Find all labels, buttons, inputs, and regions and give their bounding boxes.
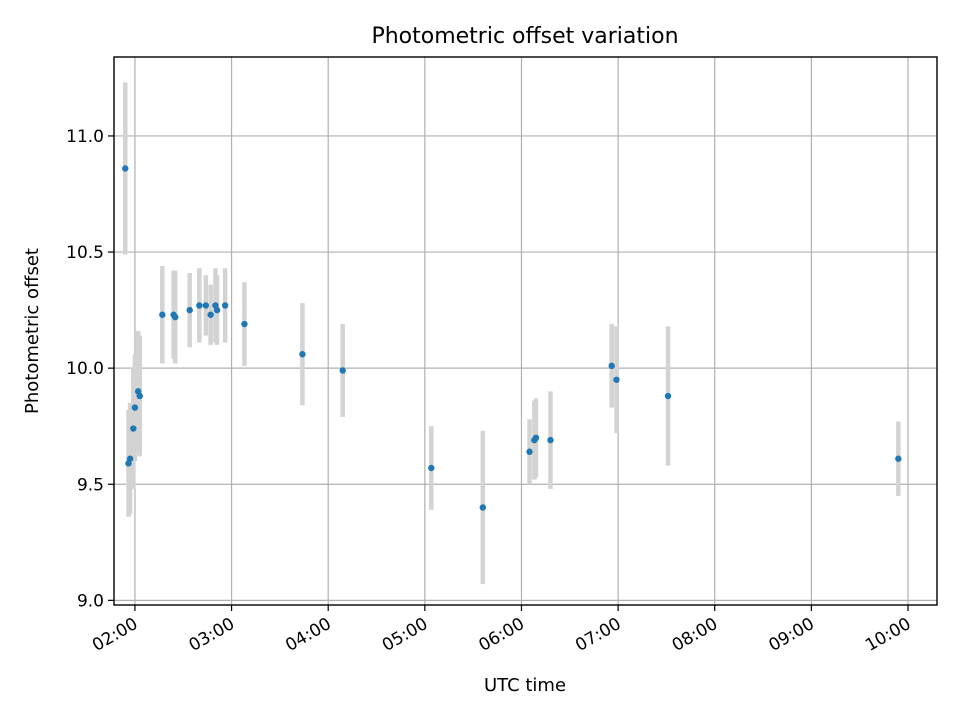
y-axis-ticks: 9.0 9.5 10.0 10.5 11.0 (66, 127, 114, 611)
y-tick-label: 9.0 (77, 591, 104, 611)
data-point (532, 434, 540, 442)
data-point (526, 448, 533, 455)
data-point (428, 464, 435, 472)
data-points (122, 165, 902, 511)
data-point (122, 165, 129, 172)
data-point (196, 302, 203, 309)
data-point (895, 455, 902, 462)
data-point (186, 306, 193, 314)
data-point (131, 404, 139, 411)
data-point (547, 436, 554, 444)
data-point (608, 362, 615, 370)
data-point (126, 455, 134, 462)
data-point (479, 504, 487, 511)
data-point (241, 320, 248, 328)
data-point (136, 392, 143, 400)
data-point (172, 313, 179, 321)
data-point (299, 351, 306, 358)
chart-title: Photometric offset variation (371, 24, 678, 49)
y-axis-label: Photometric offset (22, 248, 43, 414)
data-point (159, 311, 166, 318)
data-point (207, 311, 214, 318)
data-point (221, 302, 229, 309)
data-point (202, 302, 210, 309)
x-axis-label: UTC time (484, 675, 566, 696)
data-point (130, 425, 137, 432)
plot-frame (113, 56, 938, 606)
y-tick-label: 11.0 (66, 127, 104, 147)
data-point (613, 376, 620, 383)
data-point (664, 392, 672, 400)
y-tick-label: 10.5 (66, 243, 104, 263)
y-tick-label: 9.5 (77, 475, 104, 495)
data-point (339, 367, 346, 374)
y-tick-label: 10.0 (66, 359, 104, 379)
data-point (213, 306, 221, 314)
